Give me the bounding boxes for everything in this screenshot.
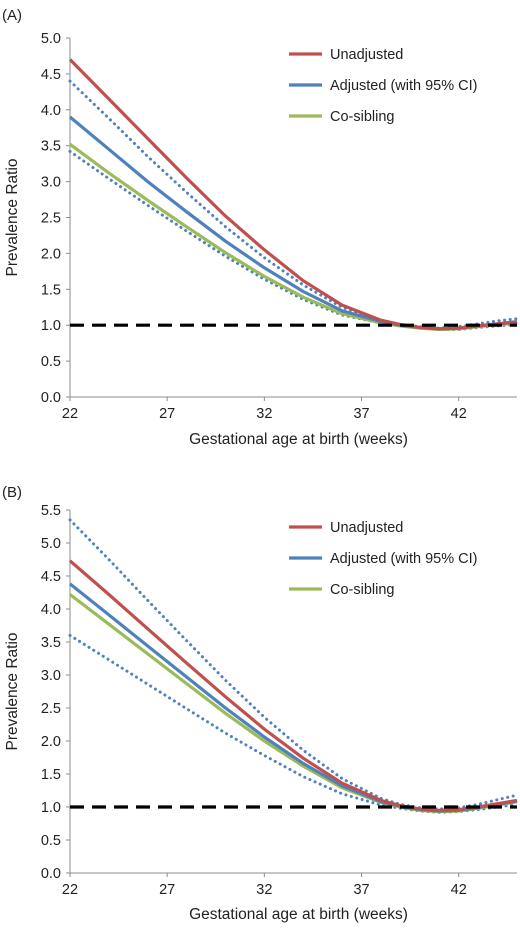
y-tick-label: 0.5 [41,354,61,370]
x-tick-label: 32 [256,406,272,422]
y-tick-label: 4.0 [41,103,61,119]
y-tick-label: 2.0 [41,734,61,750]
chart-panel-b: (B) 0.0 0.5 1.0 1.5 2.0 2.5 3.0 3.5 4.0 4.5 5.0 5.5 2… [2,484,519,923]
y-tick-label: 1.5 [41,282,61,298]
legend-label: Adjusted (with 95% CI) [330,551,477,567]
co-sibling-line [69,593,518,814]
y-tick-label: 5.5 [41,503,61,519]
y-tick-label: 3.5 [41,139,61,155]
y-tick-label: 4.0 [41,602,61,618]
x-axis-title: Gestational age at birth (weeks) [189,906,408,923]
legend-label: Adjusted (with 95% CI) [330,78,477,94]
legend-label: Co-sibling [330,109,394,125]
y-tick-label: 0.0 [41,390,61,406]
y-tick-label: 4.5 [41,569,61,585]
x-tick-label: 27 [159,882,175,898]
x-tick-label: 42 [451,882,467,898]
x-tick-label: 32 [256,882,272,898]
y-tick-label: 2.0 [41,246,61,262]
y-tick-label: 1.0 [41,800,61,816]
x-tick-label: 22 [62,406,78,422]
y-tick-label: 1.0 [41,318,61,334]
y-tick-label: 3.0 [41,175,61,191]
legend: Unadjusted Adjusted (with 95% CI) Co-sibli… [289,47,477,125]
x-tick-label: 37 [353,882,369,898]
y-tick-label: 3.5 [41,635,61,651]
ci-lower-line [68,149,519,331]
x-tick-label: 37 [353,406,369,422]
y-tick-label: 0.0 [41,866,61,882]
y-tick-label: 4.5 [41,67,61,83]
y-tick-label: 2.5 [41,701,61,717]
y-axis-title: Prevalence Ratio [4,632,21,750]
chart-panel-a: (A) 0.0 0.5 1.0 1.5 2.0 2.5 3.0 3.5 4.0 4.5 5.0 22 27… [2,7,519,448]
x-tick-label: 27 [159,406,175,422]
y-tick-label: 2.5 [41,211,61,227]
y-tick-label: 0.5 [41,833,61,849]
panel-label: (B) [2,484,22,501]
legend-label: Unadjusted [330,520,403,536]
adjusted-line [68,115,518,331]
legend: Unadjusted Adjusted (with 95% CI) Co-sibli… [289,520,477,598]
legend-label: Unadjusted [330,47,403,63]
x-axis-title: Gestational age at birth (weeks) [189,431,408,448]
y-axis-title: Prevalence Ratio [4,158,21,276]
unadjusted-line [68,58,518,331]
unadjusted-line [68,559,518,812]
y-tick-label: 1.5 [41,767,61,783]
y-tick-label: 3.0 [41,668,61,684]
legend-label: Co-sibling [330,582,394,598]
x-tick-label: 22 [62,882,78,898]
y-tick-label: 5.0 [41,536,61,552]
panel-label: (A) [2,7,22,24]
y-tick-label: 5.0 [41,31,61,47]
ci-lower-line [68,633,519,814]
x-tick-label: 42 [451,406,467,422]
